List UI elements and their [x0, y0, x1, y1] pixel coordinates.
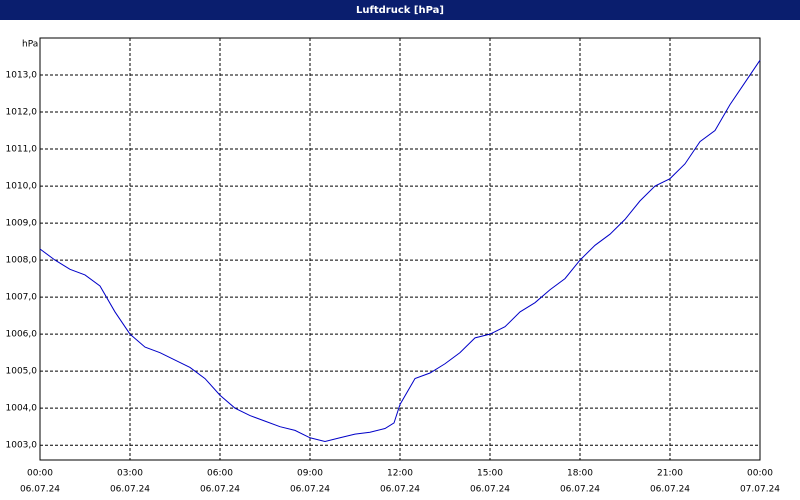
x-tick-label: 06.07.24 — [560, 485, 600, 495]
x-tick-label: 06.07.24 — [380, 485, 420, 495]
x-tick-label: 06:00 — [207, 469, 233, 479]
y-tick-label: 1011,0 — [6, 145, 38, 155]
x-tick-label: 06.07.24 — [110, 485, 150, 495]
x-tick-label: 12:00 — [387, 469, 413, 479]
y-tick-label: 1005,0 — [6, 367, 38, 377]
x-tick-label: 06.07.24 — [470, 485, 510, 495]
y-tick-label: 1008,0 — [6, 256, 38, 266]
chart-title: Luftdruck [hPa] — [356, 5, 444, 16]
y-tick-label: 1006,0 — [6, 330, 38, 340]
x-tick-label: 06.07.24 — [20, 485, 60, 495]
x-tick-label: 06.07.24 — [290, 485, 330, 495]
y-tick-label: 1003,0 — [6, 441, 38, 451]
y-tick-label: 1004,0 — [6, 404, 38, 414]
x-tick-label: 15:00 — [477, 469, 503, 479]
y-axis-label: hPa — [22, 40, 38, 50]
y-tick-label: 1009,0 — [6, 219, 38, 229]
x-tick-label: 06.07.24 — [200, 485, 240, 495]
y-tick-label: 1010,0 — [6, 182, 38, 192]
x-tick-label: 09:00 — [297, 469, 323, 479]
x-tick-label: 07.07.24 — [740, 485, 780, 495]
x-tick-label: 18:00 — [567, 469, 593, 479]
y-tick-label: 1012,0 — [6, 108, 38, 118]
x-tick-label: 21:00 — [657, 469, 683, 479]
x-tick-label: 00:00 — [747, 469, 773, 479]
y-tick-label: 1007,0 — [6, 293, 38, 303]
x-tick-label: 00:00 — [27, 469, 53, 479]
x-tick-label: 06.07.24 — [650, 485, 690, 495]
x-tick-label: 03:00 — [117, 469, 143, 479]
data-line — [39, 59, 761, 443]
title-bar — [0, 0, 800, 20]
y-tick-label: 1013,0 — [6, 71, 38, 81]
